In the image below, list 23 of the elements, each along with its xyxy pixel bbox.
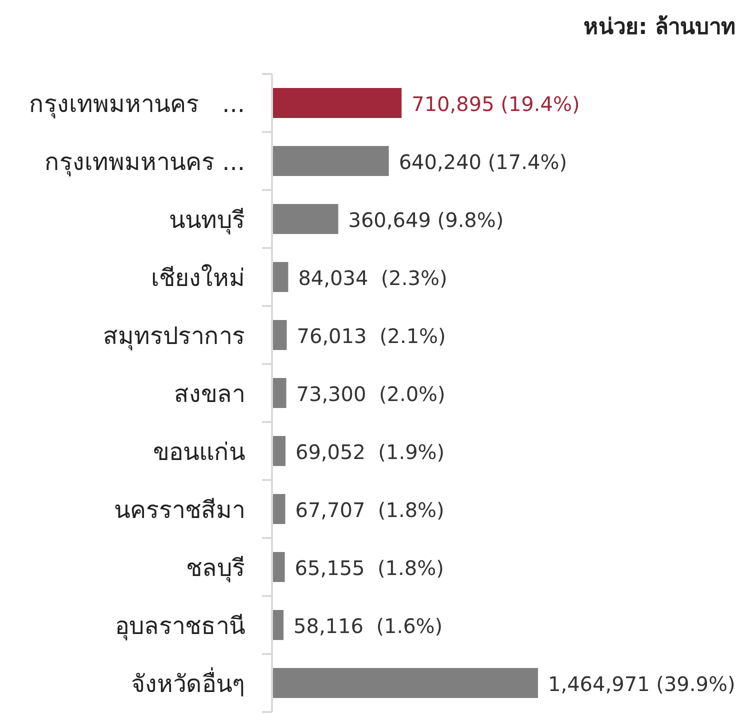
data-label: 65,155 (1.8%) — [294, 556, 444, 580]
y-tick-label: เชียงใหม่ — [151, 264, 245, 292]
data-label: 69,052 (1.9%) — [295, 440, 445, 464]
y-tick-label: นนทบุรี — [169, 206, 245, 235]
data-label: 58,116 (1.6%) — [294, 614, 443, 638]
text: หน่วย: ล้านบาท — [584, 15, 736, 40]
y-tick-label: จังหวัดอื่นๆ — [131, 667, 245, 698]
y-tick-label: นครราชสีมา — [114, 496, 245, 524]
y-tick-label: อุบลราชธานี — [115, 612, 245, 641]
y-tick-label: กรุงเทพมหานคร ... — [44, 148, 245, 177]
y-tick-label: สมุทรปราการ — [103, 322, 245, 351]
data-label: 73,300 (2.0%) — [296, 382, 446, 406]
y-tick-label: กรุงเทพมหานคร ... — [29, 90, 245, 119]
data-label: 84,034 (2.3%) — [298, 266, 448, 290]
y-tick-label: ชลบุรี — [186, 554, 245, 583]
data-label: 640,240 (17.4%) — [398, 150, 568, 174]
y-tick-label: สงขลา — [174, 380, 245, 408]
data-label: 710,895 (19.4%) — [412, 92, 580, 116]
data-label: 1,464,971 (39.9%) — [548, 672, 736, 696]
data-label: 76,013 (2.1%) — [296, 324, 446, 348]
data-label: 67,707 (1.8%) — [295, 498, 444, 522]
y-tick-label: ขอนแก่น — [153, 438, 245, 466]
data-label: 360,649 (9.8%) — [348, 208, 504, 232]
